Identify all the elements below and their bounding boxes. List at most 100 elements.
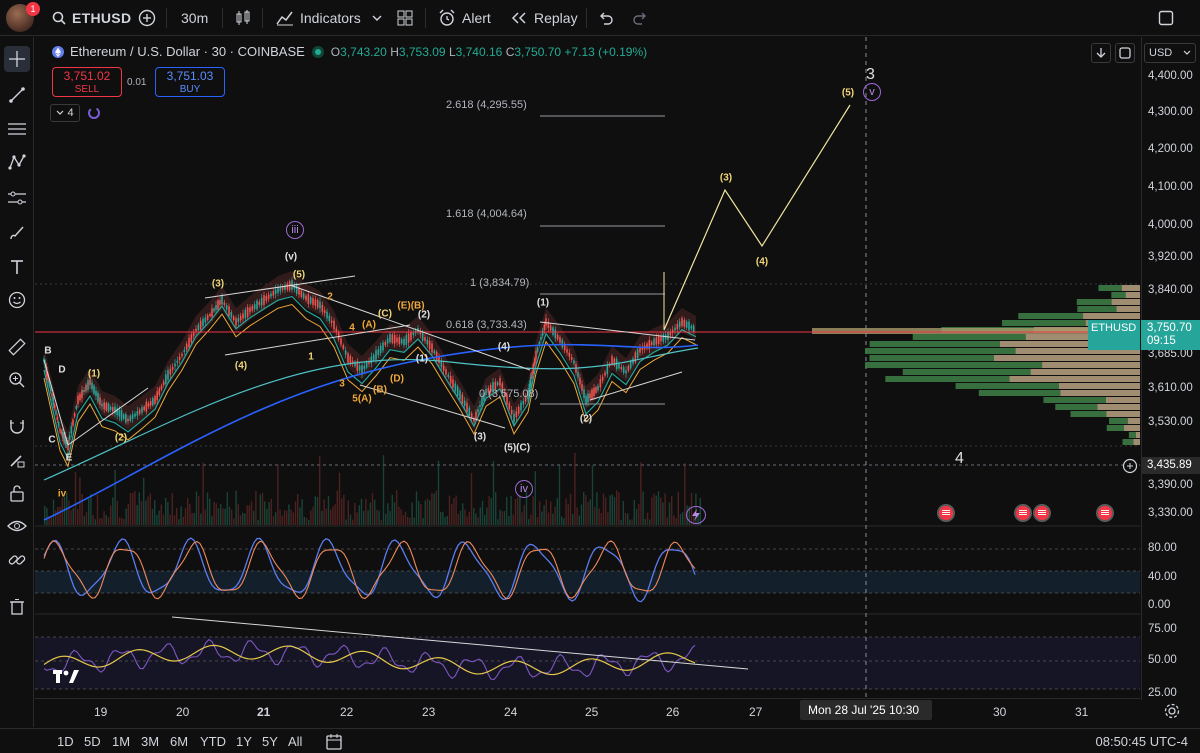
indicators-dropdown[interactable] bbox=[372, 0, 382, 36]
trend-line-tool[interactable] bbox=[4, 82, 30, 108]
price-chart[interactable] bbox=[35, 37, 1140, 697]
text-tool[interactable] bbox=[4, 254, 30, 280]
zoom-tool[interactable] bbox=[4, 367, 30, 393]
us-flag-event-icon[interactable] bbox=[1096, 504, 1114, 522]
range-button-1d[interactable]: 1D bbox=[57, 734, 74, 749]
undo-button[interactable] bbox=[598, 0, 614, 36]
us-flag-event-icon[interactable] bbox=[1014, 504, 1032, 522]
sync-drawings-tool[interactable] bbox=[4, 547, 30, 573]
calendar-icon[interactable] bbox=[325, 733, 343, 751]
volume-bar bbox=[547, 512, 550, 525]
emoji-tool[interactable] bbox=[4, 287, 30, 313]
us-flag-event-icon[interactable] bbox=[937, 504, 955, 522]
candle bbox=[568, 352, 571, 357]
volume-bar bbox=[594, 507, 596, 525]
volume-bar bbox=[365, 498, 367, 525]
volume-bar bbox=[195, 491, 198, 525]
range-button-1y[interactable]: 1Y bbox=[236, 734, 252, 749]
wave-label: (E)(B) bbox=[397, 300, 425, 312]
candle bbox=[147, 403, 150, 407]
fullscreen-button[interactable] bbox=[1158, 0, 1174, 36]
time-tick-label: 26 bbox=[666, 705, 680, 719]
volume-bar bbox=[576, 507, 578, 525]
indicators-button[interactable]: Indicators bbox=[276, 0, 361, 36]
volume-bar bbox=[532, 496, 534, 525]
volume-bar bbox=[134, 490, 136, 525]
volume-bar bbox=[220, 504, 222, 525]
compare-symbol-button[interactable] bbox=[138, 0, 156, 36]
candle bbox=[424, 337, 426, 341]
drawing-mode-tool[interactable] bbox=[4, 447, 30, 473]
volume-bar bbox=[202, 462, 204, 525]
volume-profile-bar bbox=[1043, 397, 1106, 403]
hide-drawings-tool[interactable] bbox=[4, 513, 30, 539]
range-button-6m[interactable]: 6M bbox=[170, 734, 189, 749]
lightning-icon bbox=[692, 509, 700, 521]
ethereum-icon bbox=[52, 45, 64, 58]
add-alert-icon[interactable] bbox=[1122, 458, 1138, 474]
pattern-tool[interactable] bbox=[4, 149, 30, 175]
volume-bar bbox=[363, 510, 365, 525]
price-axis[interactable] bbox=[1141, 37, 1200, 700]
replay-button[interactable]: Replay bbox=[510, 0, 578, 36]
volume-bar bbox=[380, 519, 382, 525]
volume-bar bbox=[158, 510, 160, 525]
magnet-tool[interactable] bbox=[4, 414, 30, 440]
long-moving-average bbox=[43, 343, 699, 521]
volume-bar bbox=[349, 514, 352, 525]
indicator-count: 4 bbox=[67, 107, 74, 119]
currency-selector[interactable]: USD bbox=[1144, 43, 1196, 63]
volume-bar bbox=[611, 494, 613, 525]
candle bbox=[75, 405, 78, 410]
range-button-1m[interactable]: 1M bbox=[112, 734, 131, 749]
moving-average-line bbox=[43, 295, 697, 461]
redo-button[interactable] bbox=[632, 0, 648, 36]
symbol-search-button[interactable]: ETHUSD bbox=[52, 0, 131, 36]
volume-bar bbox=[112, 497, 114, 525]
remove-drawings-tool[interactable] bbox=[4, 594, 30, 620]
sell-button[interactable]: 3,751.02 SELL bbox=[52, 67, 122, 97]
volume-bar bbox=[319, 456, 321, 525]
buy-button[interactable]: 3,751.03 BUY bbox=[155, 67, 225, 97]
range-button-5y[interactable]: 5Y bbox=[262, 734, 278, 749]
candle bbox=[237, 318, 240, 322]
measure-tool[interactable] bbox=[4, 334, 30, 360]
volume-profile-bar bbox=[1116, 306, 1140, 312]
symbol-title[interactable]: Ethereum / U.S. Dollar · 30 · COINBASE bbox=[70, 44, 305, 59]
chart-type-button[interactable] bbox=[235, 0, 251, 36]
maximize-pane-button[interactable] bbox=[1115, 43, 1135, 63]
candle bbox=[47, 374, 49, 381]
prediction-tool[interactable] bbox=[4, 185, 30, 211]
candle bbox=[162, 381, 165, 386]
range-button-3m[interactable]: 3M bbox=[141, 734, 160, 749]
volume-bar bbox=[602, 493, 605, 525]
lightning-event-icon[interactable] bbox=[686, 506, 706, 524]
brush-tool[interactable] bbox=[4, 220, 30, 246]
chart-settings-icon[interactable] bbox=[1164, 703, 1180, 719]
horizontal-lines-tool[interactable] bbox=[4, 116, 30, 142]
volume-bar bbox=[121, 517, 123, 525]
indicators-collapse-button[interactable]: 4 bbox=[50, 104, 80, 122]
time-axis[interactable]: 19 20 21 22 23 24 25 26 27 30 31 bbox=[35, 698, 1140, 724]
candle bbox=[141, 407, 143, 413]
range-button-ytd[interactable]: YTD bbox=[200, 734, 226, 749]
interval-button[interactable]: 30m bbox=[181, 0, 208, 36]
volume-profile-bar bbox=[1133, 439, 1140, 445]
crosshair-tool[interactable] bbox=[4, 46, 30, 72]
candle bbox=[217, 300, 219, 310]
clock-timezone[interactable]: 08:50:45 UTC-4 bbox=[1095, 734, 1189, 749]
range-button-all[interactable]: All bbox=[288, 734, 303, 749]
volume-bar bbox=[497, 519, 499, 525]
lock-drawings-tool[interactable] bbox=[4, 480, 30, 506]
us-flag-event-icon[interactable] bbox=[1033, 504, 1051, 522]
candle bbox=[101, 403, 103, 407]
layouts-button[interactable] bbox=[397, 0, 413, 36]
alert-button[interactable]: Alert bbox=[438, 0, 491, 36]
grid-layout-icon bbox=[397, 10, 413, 26]
fib-level-label: 0 (3,575.08) bbox=[479, 388, 539, 400]
scroll-down-button[interactable] bbox=[1091, 43, 1111, 63]
volume-bar bbox=[378, 510, 380, 525]
volume-bar bbox=[308, 519, 310, 525]
range-button-5d[interactable]: 5D bbox=[84, 734, 101, 749]
volume-bar bbox=[411, 502, 413, 525]
